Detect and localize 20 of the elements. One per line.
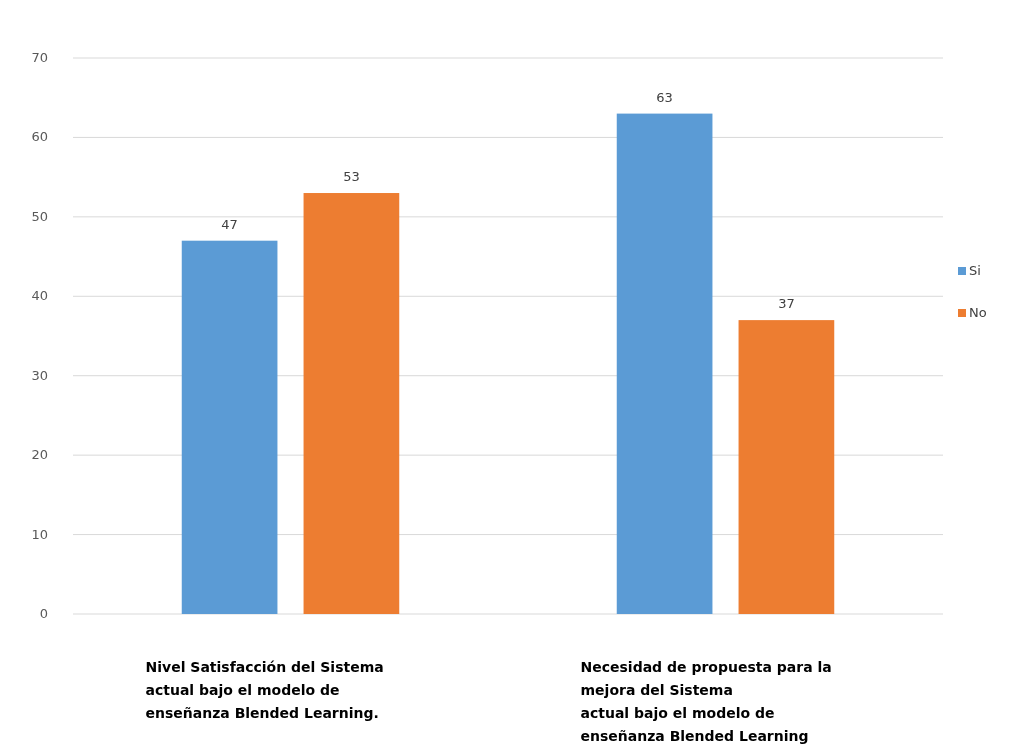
y-tick-label: 20: [31, 447, 48, 463]
y-tick-label: 40: [31, 288, 48, 304]
y-tick-label: 50: [31, 208, 48, 224]
bar: [303, 193, 400, 614]
bar: [181, 240, 278, 614]
x-tick-label: Nivel Satisfacción del Sistema actual bajo el modelo de enseñanza Blended Learning.: [145, 659, 384, 721]
data-label: 47: [221, 216, 238, 232]
bar: [616, 113, 713, 614]
y-tick-label: 0: [39, 606, 48, 621]
y-tick-label: 30: [31, 367, 48, 383]
y-tick-label: 70: [31, 50, 48, 65]
data-label: 53: [343, 169, 360, 185]
y-tick-label: 60: [31, 129, 48, 145]
data-label: 63: [656, 89, 673, 105]
x-tick-label: Necesidad de propuesta para la mejora del Sistema actual bajo el modelo de enseñanza Blended Learning: [580, 659, 832, 744]
bar: [738, 320, 835, 614]
data-label: 37: [778, 296, 795, 312]
legend-label: No: [969, 305, 987, 320]
y-tick-label: 10: [31, 526, 48, 542]
legend-label: Si: [969, 263, 981, 278]
